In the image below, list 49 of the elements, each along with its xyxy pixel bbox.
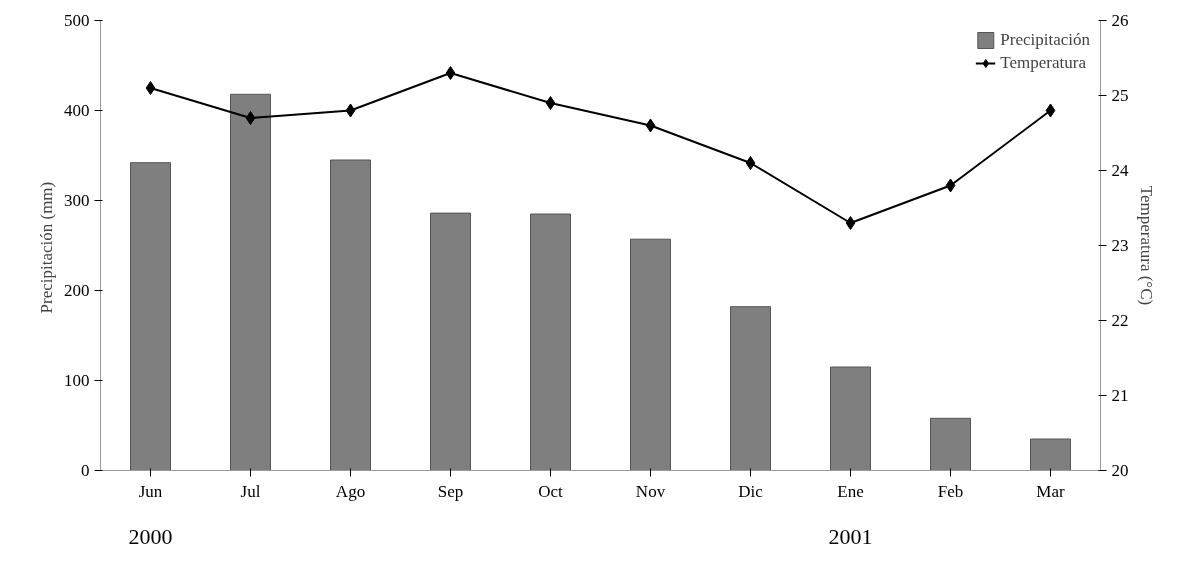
bar <box>1030 438 1071 471</box>
y2-tick-label: 23 <box>1111 236 1129 255</box>
bar <box>730 306 771 471</box>
point <box>945 178 956 193</box>
point <box>645 118 656 133</box>
point <box>1045 103 1056 118</box>
legend-label: Precipitación <box>1000 30 1090 50</box>
x-tick-label: Feb <box>937 481 964 501</box>
y-tick-label: 200 <box>64 281 90 300</box>
bar <box>930 417 971 471</box>
bar <box>630 238 671 471</box>
x-tick-label: Jul <box>240 481 261 501</box>
x-tick-label: Ago <box>335 481 366 501</box>
text: 2000 <box>128 523 173 549</box>
point <box>445 66 456 80</box>
y2-tick-label: 24 <box>1111 161 1129 180</box>
legend-label: Temperatura <box>1000 53 1086 73</box>
bar <box>830 366 871 471</box>
x-tick-label: Sep <box>437 481 464 501</box>
x-tick-label: Oct <box>538 481 564 501</box>
point <box>245 111 256 125</box>
bar <box>430 212 471 471</box>
y-tick-label: 100 <box>64 371 90 390</box>
point <box>745 156 756 170</box>
y-tick-label: 500 <box>64 11 90 30</box>
text: 2001 <box>828 523 873 549</box>
x-tick-label: Nov <box>635 481 666 501</box>
point <box>145 81 156 95</box>
bar <box>530 213 571 471</box>
y2-tick-label: 21 <box>1111 386 1129 405</box>
y2-tick-label: 20 <box>1111 461 1129 480</box>
point <box>345 103 356 118</box>
x-tick-label: Ene <box>837 481 864 501</box>
bar <box>330 159 371 471</box>
y-tick-label: 300 <box>64 191 90 210</box>
bar <box>130 162 171 471</box>
point <box>845 216 856 230</box>
y2-tick-label: 25 <box>1111 86 1129 105</box>
y-axis-title: Precipitación (mm) <box>37 181 56 314</box>
y2-tick-label: 26 <box>1111 11 1129 30</box>
y-tick-label: 400 <box>64 101 90 120</box>
y-tick-label: 0 <box>81 461 90 480</box>
x-tick-label: Jun <box>138 481 163 501</box>
x-tick-label: Mar <box>1036 481 1065 501</box>
point <box>545 96 556 110</box>
y2-tick-label: 22 <box>1111 311 1129 330</box>
bar <box>230 93 271 471</box>
x-tick-label: Dic <box>738 481 764 501</box>
y2-axis-title: Temperatura (°C) <box>1136 185 1156 306</box>
